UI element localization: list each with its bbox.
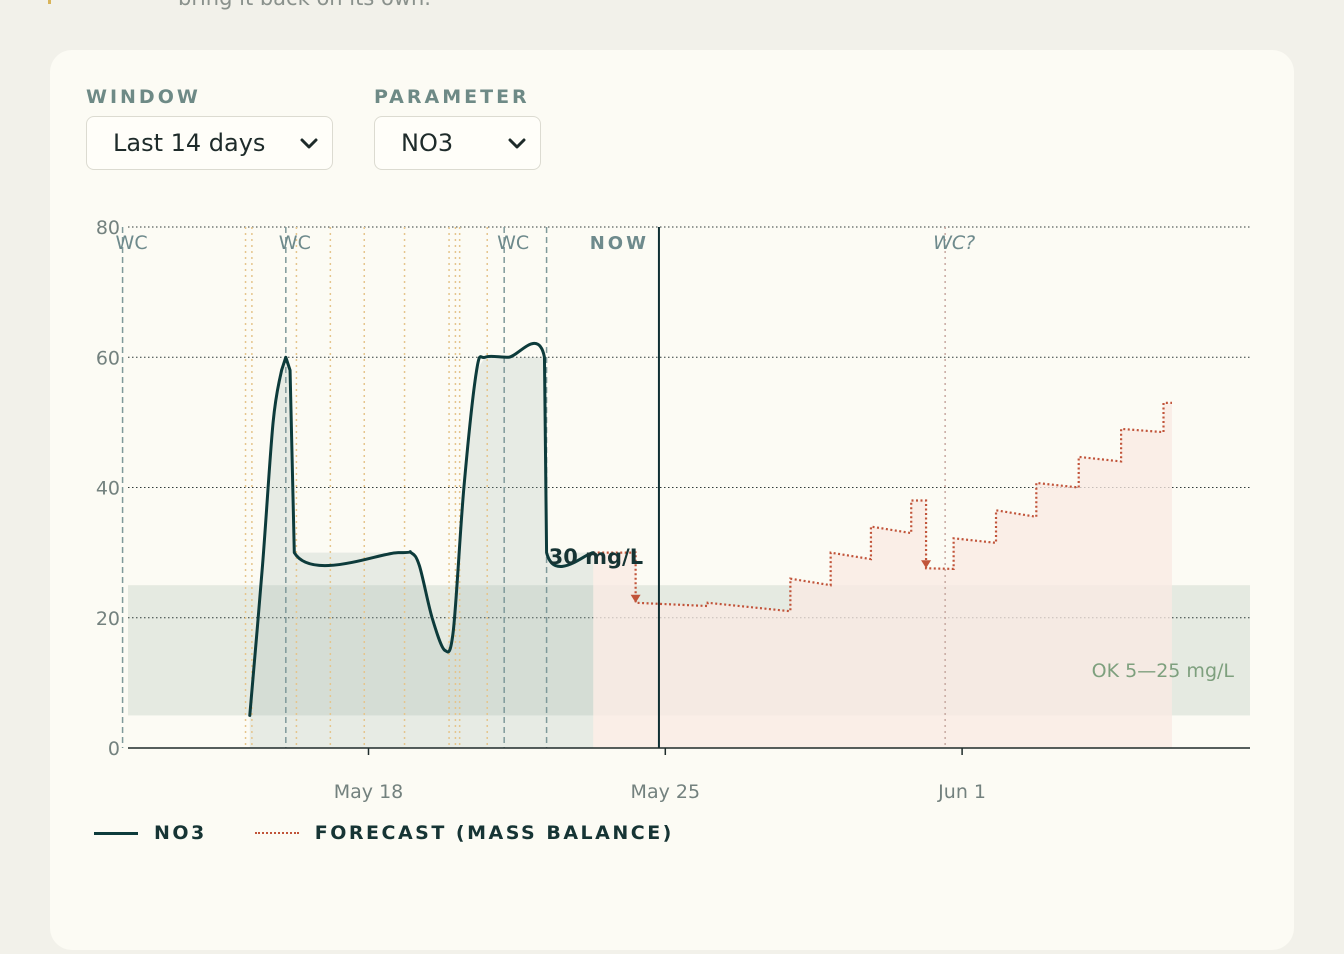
water-change-marker-label: WC	[116, 232, 148, 254]
window-control: WINDOW Last 14 days	[86, 86, 333, 170]
ok-range-label: OK 5—25 mg/L	[1092, 660, 1235, 682]
y-tick-label: 0	[108, 738, 120, 760]
no3-area-fill	[249, 357, 594, 748]
parameter-control: PARAMETER NO3	[374, 86, 541, 170]
chart-legend: NO3 FORECAST (MASS BALANCE)	[94, 822, 722, 844]
parameter-select-value: NO3	[401, 129, 454, 157]
water-change-marker-label: WC	[279, 232, 311, 254]
forecast-drop-arrow	[630, 594, 641, 603]
forecast-area-fill	[593, 402, 1172, 748]
legend-swatch-solid	[94, 831, 138, 835]
y-tick-label: 60	[96, 347, 120, 369]
now-label: NOW	[590, 233, 649, 254]
legend-item-forecast[interactable]: FORECAST (MASS BALANCE)	[254, 822, 674, 844]
chart-card: WINDOW Last 14 days PARAMETER NO3 0 20 40 6…	[50, 50, 1294, 950]
parameter-label: PARAMETER	[374, 86, 530, 108]
chevron-down-icon	[508, 138, 526, 149]
y-tick-label: 20	[96, 608, 120, 630]
forecast-drop-arrow	[921, 560, 932, 569]
top-accent-bar	[48, 0, 51, 4]
chart-area: 0 20 40 60 80 WC WC WC WC? NOW May 18 May 25 Jun 1 30…	[50, 50, 1294, 950]
parameter-select[interactable]: NO3	[374, 116, 541, 170]
x-tick-label: May 25	[631, 781, 701, 803]
y-tick-label: 40	[96, 478, 120, 500]
y-tick-label: 80	[96, 217, 120, 239]
no3-line	[248, 341, 595, 717]
window-label: WINDOW	[86, 86, 201, 108]
legend-label-no3: NO3	[154, 822, 207, 844]
chevron-down-icon	[300, 138, 318, 149]
legend-item-no3[interactable]: NO3	[94, 822, 207, 844]
legend-swatch-dotted	[254, 832, 299, 834]
x-tick-label: May 18	[334, 781, 404, 803]
intro-text-fragment: bring it back on its own.	[178, 0, 431, 10]
legend-label-forecast: FORECAST (MASS BALANCE)	[314, 822, 674, 844]
x-tick-label: Jun 1	[937, 781, 986, 803]
window-select-value: Last 14 days	[113, 129, 266, 157]
current-value-label: 30 mg/L	[549, 545, 644, 569]
water-change-marker-label: WC	[497, 232, 529, 254]
window-select[interactable]: Last 14 days	[86, 116, 333, 170]
water-change-marker-label: WC?	[933, 232, 975, 254]
